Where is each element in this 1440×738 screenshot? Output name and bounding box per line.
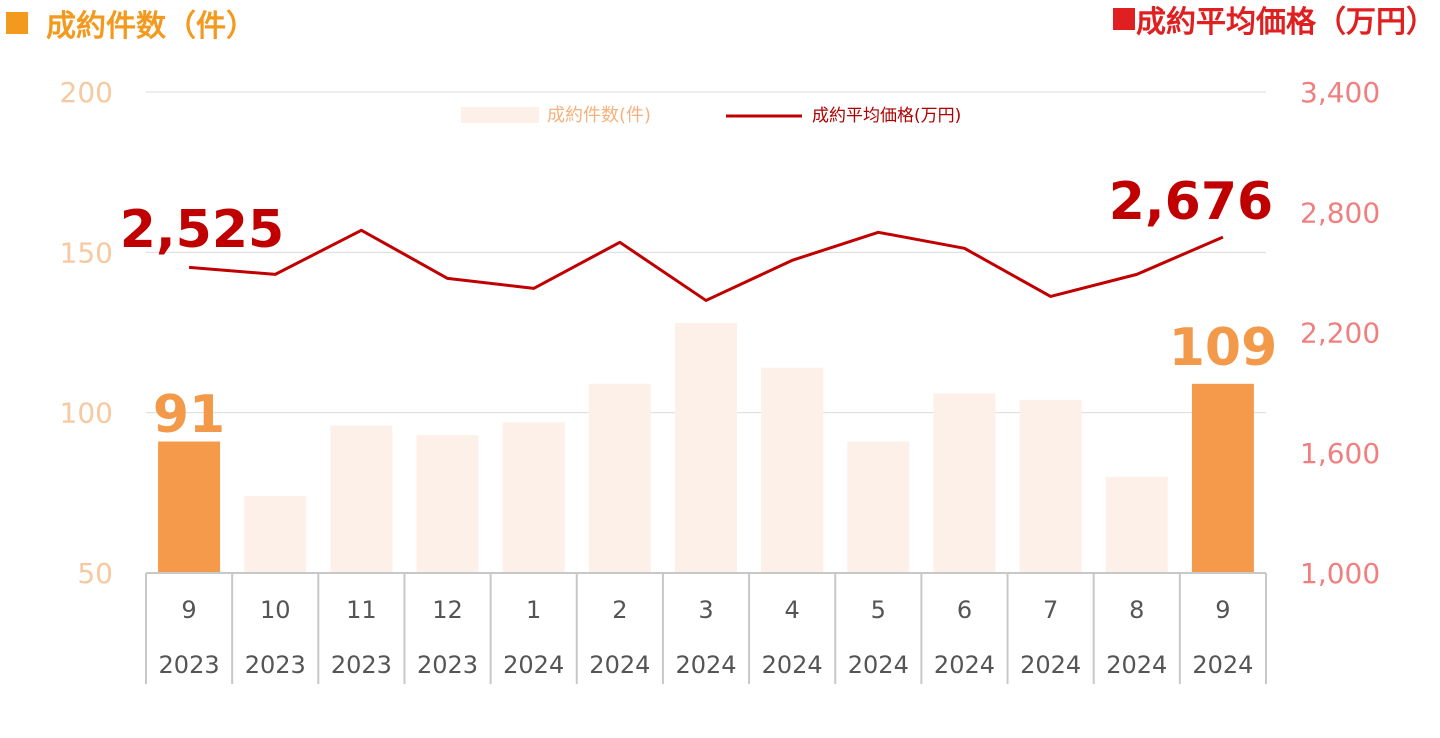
category-year-label: 2024	[1192, 651, 1253, 679]
bar	[502, 422, 565, 573]
bar	[1019, 399, 1082, 573]
callout-line-first: 2,525	[120, 200, 284, 260]
legend-bar-swatch	[461, 107, 539, 123]
bar-highlight	[158, 441, 221, 573]
right-title-square-icon	[1113, 8, 1135, 30]
right-tick-label: 3,400	[1300, 76, 1380, 109]
left-axis-ticks: 50 100 150 200	[60, 76, 113, 590]
category-year-label: 2023	[159, 651, 220, 679]
bar	[847, 441, 910, 573]
callout-line-last: 2,676	[1109, 172, 1273, 232]
right-axis-title: 成約平均価格（万円）	[1136, 5, 1436, 40]
category-month-label: 10	[260, 596, 291, 624]
left-tick-label: 150	[60, 236, 113, 269]
price-line	[188, 228, 1224, 302]
category-month-label: 12	[432, 596, 463, 624]
category-month-label: 7	[1043, 596, 1058, 624]
callout-bar-first: 91	[153, 385, 225, 445]
category-month-label: 9	[1215, 596, 1230, 624]
bar-series	[158, 322, 1254, 573]
category-year-label: 2023	[331, 651, 392, 679]
legend-line-label: 成約平均価格(万円)	[812, 106, 961, 126]
right-tick-label: 2,800	[1300, 196, 1380, 229]
left-title-square-icon	[6, 12, 28, 34]
left-axis-title: 成約件数（件）	[46, 9, 256, 44]
category-month-label: 9	[181, 596, 196, 624]
category-year-label: 2024	[934, 651, 995, 679]
bar	[588, 383, 651, 573]
right-axis-ticks: 1,000 1,600 2,200 2,800 3,400	[1300, 76, 1380, 590]
legend: 成約件数(件) 成約平均価格(万円)	[461, 105, 961, 126]
bar-highlight	[1191, 383, 1254, 573]
bar	[675, 322, 737, 573]
category-year-label: 2023	[245, 651, 306, 679]
category-year-label: 2024	[1106, 651, 1167, 679]
legend-bar-label: 成約件数(件)	[547, 105, 651, 126]
left-tick-label: 50	[77, 557, 113, 590]
bar	[416, 435, 479, 573]
bar	[244, 496, 307, 573]
category-month-label: 11	[346, 596, 377, 624]
bar	[761, 367, 824, 573]
category-axis-table: 9 2023 10 2023 11 2023 12 2023 1 2024 2 2024 3 2024 4 2…	[145, 572, 1267, 684]
category-year-label: 2024	[762, 651, 823, 679]
line-series	[188, 228, 1224, 302]
category-year-label: 2023	[417, 651, 478, 679]
category-month-label: 6	[957, 596, 972, 624]
left-tick-label: 100	[60, 397, 113, 430]
left-tick-label: 200	[60, 76, 113, 109]
bar	[1105, 476, 1168, 573]
callout-bar-last: 109	[1169, 318, 1278, 378]
category-year-label: 2024	[675, 651, 736, 679]
category-month-label: 4	[785, 596, 800, 624]
category-month-label: 3	[698, 596, 713, 624]
right-tick-label: 1,000	[1300, 557, 1380, 590]
right-tick-label: 2,200	[1300, 317, 1380, 350]
category-month-label: 1	[526, 596, 541, 624]
category-month-label: 5	[871, 596, 886, 624]
category-year-label: 2024	[848, 651, 909, 679]
bar	[933, 393, 996, 573]
category-month-label: 8	[1129, 596, 1144, 624]
category-year-label: 2024	[589, 651, 650, 679]
category-year-label: 2024	[1020, 651, 1081, 679]
category-year-label: 2024	[503, 651, 564, 679]
category-month-label: 2	[612, 596, 627, 624]
right-tick-label: 1,600	[1300, 437, 1380, 470]
bar	[330, 425, 393, 573]
